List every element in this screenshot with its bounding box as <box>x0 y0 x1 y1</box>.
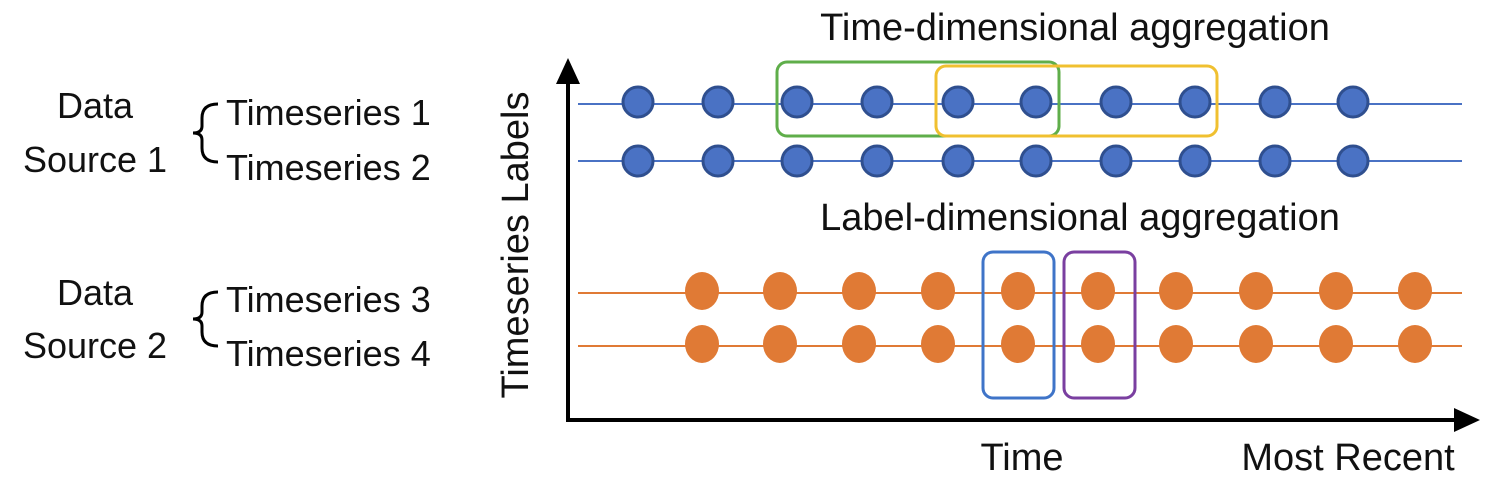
y-axis-label: Timeseries Labels <box>495 92 537 399</box>
timeseries-1-points <box>621 85 1370 119</box>
ts1-point <box>621 85 655 119</box>
timeseries-1-label: Timeseries 1 <box>226 92 431 133</box>
ts1-point <box>1099 85 1133 119</box>
ts1-point <box>701 85 735 119</box>
ts3-point <box>763 272 797 310</box>
ts2-point <box>1336 144 1370 178</box>
timeseries-3-label: Timeseries 3 <box>226 279 431 320</box>
ts2-point <box>941 144 975 178</box>
ts2-point <box>1099 144 1133 178</box>
ts3-point <box>921 272 955 310</box>
source-1-label-line1: Data <box>57 85 134 126</box>
ts3-point <box>1081 272 1115 310</box>
source-2-label-line1: Data <box>57 272 134 313</box>
ts4-point <box>1239 325 1273 363</box>
timeseries-4-points <box>685 325 1432 363</box>
ts4-point <box>685 325 719 363</box>
label-window-blue <box>981 250 1056 400</box>
timeseries-3-points <box>685 272 1432 310</box>
ts2-point <box>1178 144 1212 178</box>
ts4-point <box>921 325 955 363</box>
time-window-yellow <box>934 64 1219 138</box>
ts3-point <box>685 272 719 310</box>
source-2-brace <box>192 290 219 348</box>
ts2-point <box>701 144 735 178</box>
source-2-label-line2: Source 2 <box>23 325 167 366</box>
ts3-point <box>1319 272 1353 310</box>
timeseries-4-label: Timeseries 4 <box>226 333 431 374</box>
ts4-point <box>1398 325 1432 363</box>
ts3-point <box>1001 272 1035 310</box>
ts1-point <box>780 85 814 119</box>
ts4-point <box>1001 325 1035 363</box>
source-1-brace <box>192 102 219 164</box>
ts1-point <box>1336 85 1370 119</box>
ts3-point <box>1239 272 1273 310</box>
ts4-point <box>1319 325 1353 363</box>
y-axis-arrow <box>556 58 580 84</box>
timeseries-2-label: Timeseries 2 <box>226 147 431 188</box>
source-1-label-line2: Source 1 <box>23 139 167 180</box>
ts2-point <box>1258 144 1292 178</box>
ts1-point <box>860 85 894 119</box>
time-window-green <box>775 60 1061 138</box>
x-axis-label: Time <box>980 437 1063 479</box>
ts4-point <box>1159 325 1193 363</box>
x-axis-end-label: Most Recent <box>1241 437 1455 479</box>
ts1-point <box>941 85 975 119</box>
ts1-point <box>1258 85 1292 119</box>
ts3-point <box>1398 272 1432 310</box>
ts4-point <box>763 325 797 363</box>
ts2-point <box>780 144 814 178</box>
ts2-point <box>1019 144 1053 178</box>
label-aggregation-title: Label-dimensional aggregation <box>820 197 1340 239</box>
ts1-point <box>1178 85 1212 119</box>
ts2-point <box>621 144 655 178</box>
ts2-point <box>860 144 894 178</box>
timeseries-2-points <box>621 144 1370 178</box>
ts4-point <box>842 325 876 363</box>
ts3-point <box>1159 272 1193 310</box>
label-window-purple <box>1062 250 1137 400</box>
ts1-point <box>1019 85 1053 119</box>
ts4-point <box>1081 325 1115 363</box>
x-axis-arrow <box>1454 408 1480 432</box>
ts3-point <box>842 272 876 310</box>
time-aggregation-title: Time-dimensional aggregation <box>820 7 1330 49</box>
